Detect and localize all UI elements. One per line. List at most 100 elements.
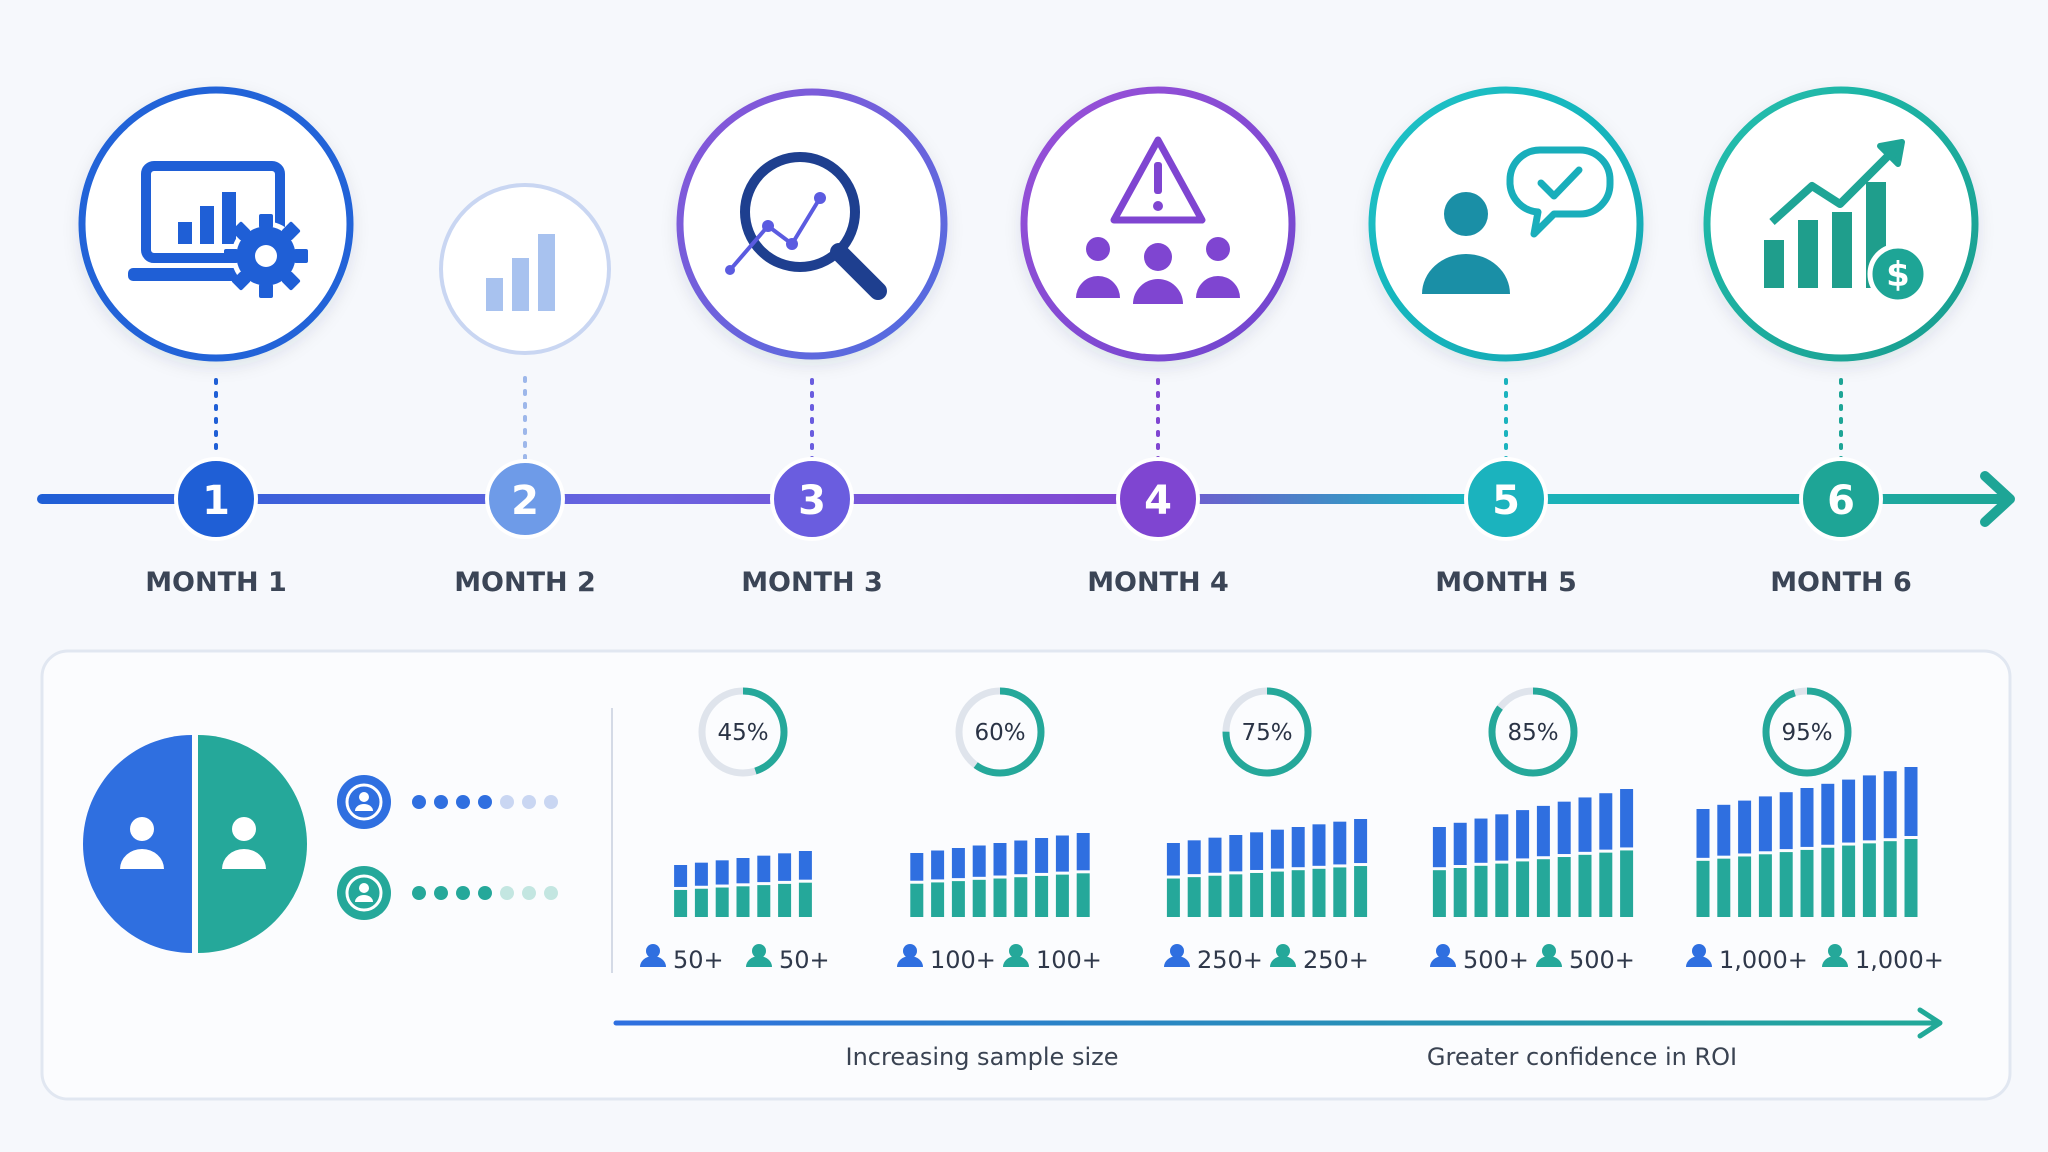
- timeline-axis: [37, 471, 2015, 527]
- sample-bar-group-b: [694, 888, 708, 917]
- sample-bar-group-b: [1883, 841, 1897, 917]
- progress-dot: [478, 795, 492, 809]
- sample-bar-group-b: [1229, 874, 1243, 917]
- confidence-ring: [1762, 687, 1852, 777]
- sample-bar-group-a: [1076, 833, 1090, 871]
- sample-bar-group-b: [1599, 852, 1613, 917]
- sample-bar-group-b: [1166, 878, 1180, 917]
- timeline-step-6: $: [1703, 86, 1979, 362]
- sample-bar-group-b: [1842, 845, 1856, 917]
- progress-dot: [522, 795, 536, 809]
- sample-bar-group-a: [1187, 840, 1201, 875]
- sample-bar-group-a: [1738, 800, 1752, 854]
- sample-bar-group-a: [1208, 837, 1222, 873]
- sample-bar-group-b: [1432, 870, 1446, 917]
- confidence-ring: [698, 687, 788, 777]
- sample-bar-group-b: [1620, 850, 1634, 917]
- sample-bar-group-b: [1758, 854, 1772, 917]
- month-label-5: MONTH 5: [1435, 567, 1577, 598]
- sample-bar-group-b: [1270, 871, 1284, 917]
- sample-bar-group-b: [1208, 875, 1222, 917]
- sample-bar-group-b: [1557, 857, 1571, 917]
- sample-bar-group-a: [1883, 771, 1897, 839]
- progress-arrowhead-icon: [1917, 1007, 1943, 1039]
- group-legend: [337, 775, 558, 920]
- sample-bar-group-a: [993, 843, 1007, 876]
- caption-increasing-sample-size: Increasing sample size: [846, 1043, 1119, 1071]
- month-label-3: MONTH 3: [741, 567, 883, 598]
- confidence-percent: 85%: [1507, 720, 1558, 746]
- sample-bar-group-b: [1717, 858, 1731, 917]
- sample-bar-group-b: [931, 882, 945, 917]
- progress-dot: [500, 795, 514, 809]
- stage-2: 60% 100+ 100+: [897, 687, 1102, 974]
- month-label-2: MONTH 2: [454, 567, 596, 598]
- month-label-4: MONTH 4: [1087, 567, 1229, 598]
- step-5-icon-circle: [1368, 86, 1644, 362]
- sample-bar-group-a: [1354, 819, 1368, 864]
- sample-bar-group-b: [1495, 863, 1509, 917]
- group-b-count: 500+: [1569, 946, 1635, 974]
- sample-bar-group-a: [1620, 789, 1634, 848]
- confidence-percent: 60%: [974, 720, 1025, 746]
- progress-dot: [522, 886, 536, 900]
- magnifier-trend-icon: [725, 152, 887, 300]
- sample-bar-group-a: [1842, 779, 1856, 843]
- legend-group-a: [337, 775, 558, 829]
- sample-bar-group-b: [798, 882, 812, 917]
- step-number-1: 1: [202, 478, 230, 524]
- person-icon: [1536, 944, 1562, 967]
- group-a-count: 100+: [930, 946, 996, 974]
- timeline-step-1: [78, 86, 354, 362]
- person-icon: [1270, 944, 1296, 967]
- sample-bar-group-a: [1696, 809, 1710, 858]
- progress-dot: [544, 886, 558, 900]
- sample-bar-group-a: [1821, 783, 1835, 845]
- sample-bar-group-a: [1474, 818, 1488, 863]
- sample-bar-group-a: [1291, 827, 1305, 868]
- group-a-user-icon: [120, 817, 164, 869]
- sample-bar-group-b: [1076, 873, 1090, 917]
- sample-bar-group-b: [993, 878, 1007, 917]
- progress-dot: [434, 795, 448, 809]
- sample-bar-group-a: [1432, 827, 1446, 868]
- step-number-2: 2: [511, 478, 539, 524]
- sample-bar-group-a: [1904, 767, 1918, 836]
- sample-bar-group-b: [910, 883, 924, 917]
- sample-bar-group-a: [1035, 838, 1049, 873]
- sample-bar-group-a: [1862, 775, 1876, 841]
- sample-bar-group-a: [798, 851, 812, 880]
- sample-bar-group-b: [757, 885, 771, 917]
- sample-bar-group-a: [1536, 805, 1550, 857]
- sample-bar-group-b: [1738, 856, 1752, 917]
- month-labels: MONTH 1 MONTH 2 MONTH 3 MONTH 4 MONTH 5 …: [145, 567, 1912, 598]
- confidence-percent: 95%: [1781, 720, 1832, 746]
- group-a-count: 500+: [1463, 946, 1529, 974]
- sample-stages: 45% 50+ 50+ 60% 100+ 100+ 75% 250+ 250+ 85% 500+ 50…: [640, 687, 1944, 974]
- sample-bar-group-b: [1474, 865, 1488, 917]
- timeline-step-4: [1020, 86, 1296, 362]
- progress-dot: [500, 886, 514, 900]
- step-number-5: 5: [1492, 478, 1520, 524]
- person-icon: [897, 944, 923, 967]
- step-badges: 1 2 3 4 5 6: [174, 457, 1883, 541]
- sample-bar-group-b: [778, 883, 792, 917]
- step-3-icon-circle: [676, 88, 948, 360]
- sample-bar-group-a: [1495, 814, 1509, 861]
- growth-dollar-icon: $: [1764, 139, 1929, 305]
- sample-bar-group-b: [1821, 847, 1835, 917]
- progress-dot: [456, 886, 470, 900]
- sample-bar-group-b: [674, 889, 688, 917]
- month-label-6: MONTH 6: [1770, 567, 1912, 598]
- group-b-user-icon: [222, 817, 266, 869]
- sample-bar-group-a: [1270, 829, 1284, 869]
- timeline-step-3: [676, 88, 948, 360]
- sample-bar-group-b: [1862, 843, 1876, 917]
- month-label-1: MONTH 1: [145, 567, 287, 598]
- progress-dot: [478, 886, 492, 900]
- sample-bar-group-b: [1904, 839, 1918, 917]
- sample-bar-group-b: [1354, 866, 1368, 917]
- warning-group-icon: [1076, 136, 1240, 304]
